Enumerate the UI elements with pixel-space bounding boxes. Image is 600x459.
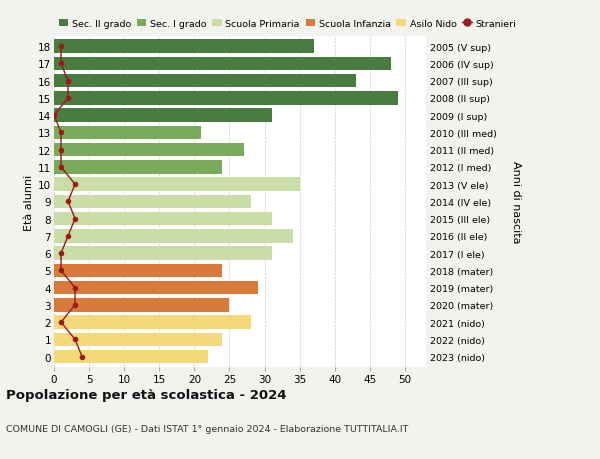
Point [56, 129, 66, 137]
Point [56, 250, 66, 257]
Legend: Sec. II grado, Sec. I grado, Scuola Primaria, Scuola Infanzia, Asilo Nido, Stran: Sec. II grado, Sec. I grado, Scuola Prim… [59, 20, 516, 29]
Text: Popolazione per età scolastica - 2024: Popolazione per età scolastica - 2024 [6, 388, 287, 401]
Point [63, 78, 73, 85]
Bar [54, 264, 223, 278]
Point [63, 95, 73, 102]
Bar [54, 281, 257, 295]
Bar [54, 109, 272, 123]
Bar [54, 316, 251, 329]
Bar [54, 247, 272, 260]
Point [56, 319, 66, 326]
Bar [54, 350, 208, 364]
Point [70, 215, 80, 223]
Point [56, 164, 66, 171]
Point [56, 44, 66, 51]
Y-axis label: Età alunni: Età alunni [24, 174, 34, 230]
Bar [54, 161, 223, 174]
Y-axis label: Anni di nascita: Anni di nascita [511, 161, 521, 243]
Bar [54, 92, 398, 106]
Point [70, 336, 80, 343]
Point [49, 112, 59, 120]
Point [56, 61, 66, 68]
Point [63, 233, 73, 240]
Point [70, 181, 80, 188]
Point [63, 198, 73, 206]
Text: COMUNE DI CAMOGLI (GE) - Dati ISTAT 1° gennaio 2024 - Elaborazione TUTTITALIA.IT: COMUNE DI CAMOGLI (GE) - Dati ISTAT 1° g… [6, 425, 409, 434]
Bar [54, 298, 229, 312]
Bar [54, 230, 293, 243]
Bar [54, 213, 272, 226]
Bar [54, 333, 223, 347]
Bar [54, 144, 244, 157]
Bar [54, 178, 299, 191]
Bar [54, 195, 251, 209]
Bar [54, 57, 391, 71]
Point [56, 267, 66, 274]
Bar [54, 126, 202, 140]
Point [70, 284, 80, 292]
Point [77, 353, 87, 361]
Bar [54, 75, 356, 88]
Point [56, 147, 66, 154]
Bar [54, 40, 314, 54]
Point [70, 302, 80, 309]
